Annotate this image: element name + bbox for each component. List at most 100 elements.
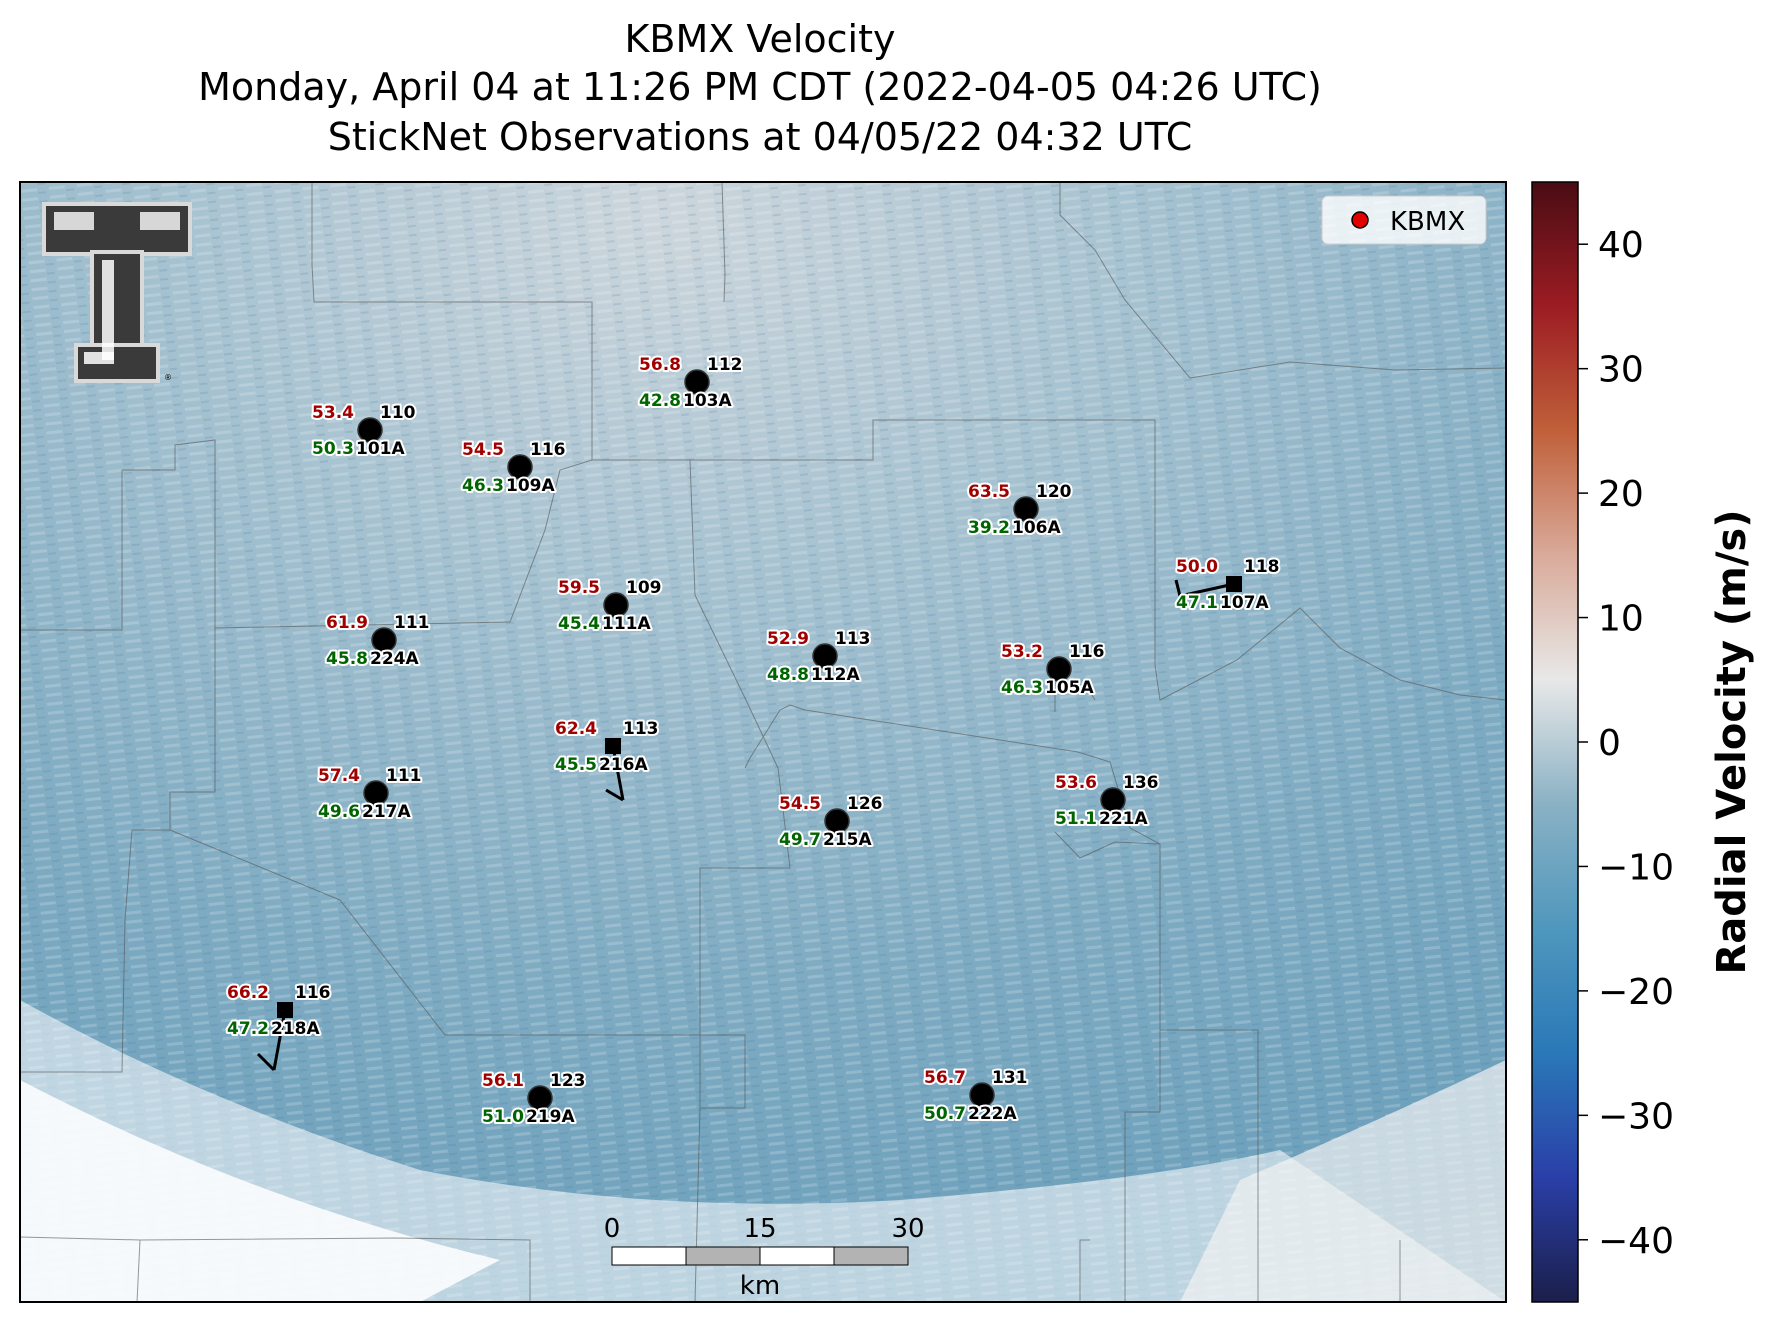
station-109A[interactable]: 54.5 116 46.3 109A bbox=[460, 438, 567, 498]
station-107A[interactable]: 50.0 118 47.1 107A bbox=[1174, 555, 1281, 615]
station-dewpoint: 46.3 bbox=[462, 476, 504, 496]
station-dewpoint: 51.1 bbox=[1055, 809, 1097, 829]
station-219A[interactable]: 56.1 123 51.0 219A bbox=[480, 1069, 587, 1129]
station-circle-marker bbox=[507, 454, 533, 480]
wind-barb-flag bbox=[256, 1052, 276, 1072]
station-id: 106A bbox=[1012, 518, 1061, 538]
station-103A[interactable]: 56.8 112 42.8 103A bbox=[637, 353, 744, 413]
station-218A[interactable]: 66.2 116 47.2 218A bbox=[225, 981, 333, 1072]
station-id: 112A bbox=[811, 665, 860, 685]
station-temperature: 53.6 bbox=[1055, 773, 1097, 793]
station-wind-direction: 113 bbox=[623, 719, 659, 739]
station-temperature: 52.9 bbox=[767, 629, 809, 649]
title-line-3: StickNet Observations at 04/05/22 04:32 … bbox=[328, 115, 1192, 159]
station-circle-marker bbox=[527, 1085, 553, 1111]
station-id: 215A bbox=[823, 830, 872, 850]
station-id: 221A bbox=[1099, 809, 1148, 829]
scale-tick-30: 30 bbox=[891, 1214, 924, 1244]
station-dewpoint: 45.5 bbox=[555, 755, 597, 775]
colorbar-bar bbox=[1531, 181, 1579, 1303]
station-circle-marker bbox=[812, 643, 838, 669]
station-106A[interactable]: 63.5 120 39.2 106A bbox=[966, 480, 1074, 540]
legend-marker-kbmx bbox=[1351, 211, 1369, 229]
colorbar: 40 30 20 10 0 −10 −20 −30 −40 Radial Velocity (m… bbox=[1531, 181, 1755, 1303]
station-temperature: 56.7 bbox=[924, 1068, 966, 1088]
title-line-1: KBMX Velocity bbox=[625, 17, 896, 61]
colorbar-tick-label: −10 bbox=[1598, 847, 1674, 888]
station-224A[interactable]: 61.9 111 45.8 224A bbox=[324, 611, 431, 671]
station-circle-marker bbox=[357, 417, 383, 443]
scale-seg-2 bbox=[685, 1246, 761, 1266]
station-222A[interactable]: 56.7 131 50.7 222A bbox=[922, 1066, 1029, 1126]
station-wind-direction: 112 bbox=[707, 355, 743, 375]
colorbar-tick-label: −20 bbox=[1598, 972, 1674, 1013]
station-217A[interactable]: 57.4 111 49.6 217A bbox=[316, 764, 423, 824]
station-temperature: 53.4 bbox=[312, 403, 354, 423]
colorbar-tick-label: 0 bbox=[1598, 723, 1621, 764]
station-221A[interactable]: 53.6 136 51.1 221A bbox=[1053, 771, 1160, 831]
station-wind-direction: 110 bbox=[380, 403, 416, 423]
no-data-region-se bbox=[1180, 1060, 1506, 1302]
station-dewpoint: 39.2 bbox=[968, 518, 1010, 538]
station-dewpoint: 47.2 bbox=[227, 1019, 269, 1039]
station-101A[interactable]: 53.4 110 50.3 101A bbox=[310, 401, 418, 461]
station-circle-marker bbox=[1100, 787, 1126, 813]
scale-seg-3 bbox=[759, 1246, 835, 1266]
colorbar-label: Radial Velocity (m/s) bbox=[1709, 509, 1755, 974]
map-frame bbox=[19, 181, 1507, 1303]
station-temperature: 63.5 bbox=[968, 482, 1010, 502]
colorbar-tick-label: −30 bbox=[1598, 1096, 1674, 1137]
station-dewpoint: 49.7 bbox=[779, 830, 821, 850]
station-wind-direction: 116 bbox=[295, 983, 331, 1003]
colorbar-tick-label: 30 bbox=[1598, 350, 1644, 391]
station-dewpoint: 51.0 bbox=[482, 1107, 524, 1127]
station-id: 107A bbox=[1220, 593, 1269, 613]
station-wind-direction: 118 bbox=[1244, 557, 1280, 577]
station-wind-direction: 120 bbox=[1036, 482, 1072, 502]
station-temperature: 66.2 bbox=[227, 983, 269, 1003]
station-id: 109A bbox=[506, 476, 555, 496]
station-dewpoint: 48.8 bbox=[767, 665, 809, 685]
station-id: 217A bbox=[362, 802, 411, 822]
station-dewpoint: 45.4 bbox=[558, 614, 600, 634]
station-temperature: 56.1 bbox=[482, 1071, 524, 1091]
station-temperature: 56.8 bbox=[639, 355, 681, 375]
station-wind-direction: 116 bbox=[530, 440, 566, 460]
title-line-2: Monday, April 04 at 11:26 PM CDT (2022-0… bbox=[198, 65, 1322, 109]
station-105A[interactable]: 53.2 116 46.3 105A bbox=[999, 640, 1106, 700]
station-temperature: 53.2 bbox=[1001, 642, 1043, 662]
station-id: 103A bbox=[683, 391, 732, 411]
scale-bar: 0 15 30 km bbox=[604, 1214, 925, 1301]
colorbar-ticks: 40 30 20 10 0 −10 −20 −30 −40 bbox=[1578, 225, 1674, 1262]
station-wind-direction: 111 bbox=[394, 613, 430, 633]
legend-label: KBMX bbox=[1390, 207, 1465, 237]
station-dewpoint: 45.8 bbox=[326, 649, 368, 669]
station-wind-direction: 109 bbox=[626, 578, 662, 598]
station-111A[interactable]: 59.5 109 45.4 111A bbox=[556, 576, 663, 636]
station-circle-marker bbox=[371, 627, 397, 653]
scale-seg-4 bbox=[833, 1246, 909, 1266]
legend-box bbox=[1321, 195, 1487, 245]
station-temperature: 54.5 bbox=[462, 440, 504, 460]
station-temperature: 62.4 bbox=[555, 719, 597, 739]
station-dewpoint: 47.1 bbox=[1176, 593, 1218, 613]
station-216A[interactable]: 62.4 113 45.5 216A bbox=[553, 717, 661, 802]
wind-barb-flag bbox=[1174, 579, 1182, 597]
station-wind-direction: 126 bbox=[847, 794, 883, 814]
colorbar-tick-label: 10 bbox=[1598, 599, 1644, 640]
station-215A[interactable]: 54.5 126 49.7 215A bbox=[777, 792, 884, 852]
scale-tick-0: 0 bbox=[604, 1214, 621, 1244]
station-112A[interactable]: 52.9 113 48.8 112A bbox=[765, 627, 872, 687]
colorbar-tick-label: 40 bbox=[1598, 225, 1644, 266]
texas-tech-logo: ® bbox=[42, 202, 192, 383]
wind-barb-staff bbox=[1179, 582, 1235, 598]
colorbar-tick-label: 20 bbox=[1598, 474, 1644, 515]
station-circle-marker bbox=[363, 780, 389, 806]
station-dewpoint: 49.6 bbox=[318, 802, 360, 822]
station-dewpoint: 50.7 bbox=[924, 1104, 966, 1124]
station-wind-direction: 131 bbox=[992, 1068, 1028, 1088]
station-id: 218A bbox=[271, 1019, 320, 1039]
scale-unit: km bbox=[740, 1271, 780, 1301]
